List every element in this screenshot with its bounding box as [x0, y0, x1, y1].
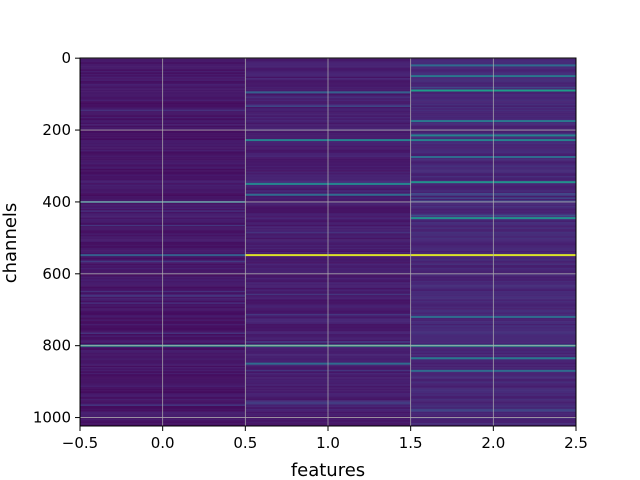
plot-area — [79, 57, 577, 427]
x-tick-label: 0.5 — [233, 434, 257, 452]
x-tick-label: −0.5 — [62, 434, 98, 452]
y-tick-label: 1000 — [33, 409, 71, 427]
x-tick-label: 1.5 — [399, 434, 423, 452]
y-axis-label: channels — [0, 203, 21, 284]
x-axis-label: features — [291, 460, 365, 480]
y-axis: 0 200 400 600 800 1000 — [33, 49, 80, 427]
y-tick-label: 0 — [61, 49, 71, 67]
x-axis: −0.5 0.0 0.5 1.0 1.5 2.0 2.5 — [62, 426, 588, 452]
x-tick-label: 0.0 — [151, 434, 175, 452]
y-tick-label: 800 — [42, 337, 71, 355]
x-tick-label: 1.0 — [316, 434, 340, 452]
y-tick-label: 400 — [42, 193, 71, 211]
x-tick-label: 2.5 — [564, 434, 588, 452]
x-tick-label: 2.0 — [481, 434, 505, 452]
y-tick-label: 600 — [42, 265, 71, 283]
y-tick-label: 200 — [42, 121, 71, 139]
